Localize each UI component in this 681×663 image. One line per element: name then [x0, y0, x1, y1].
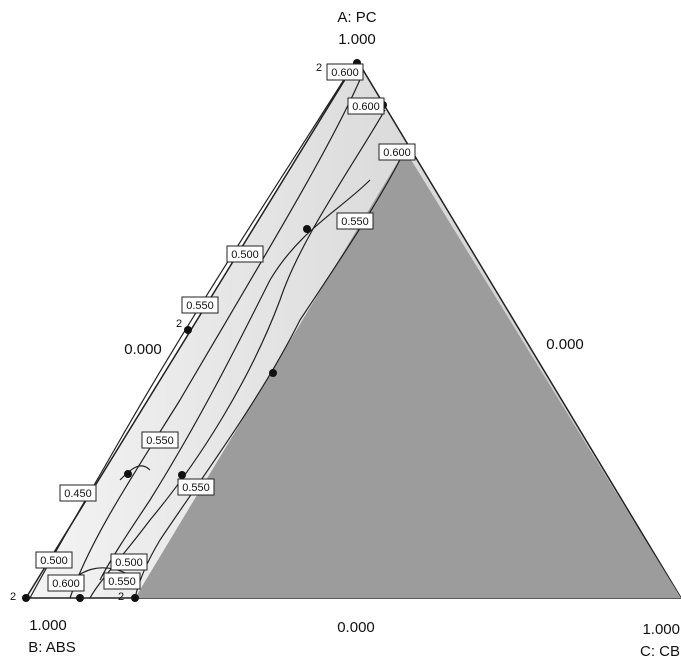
contour-label: 0.450	[64, 488, 92, 500]
contour-label: 0.600	[383, 147, 411, 159]
contour-label-box	[326, 63, 364, 81]
replicate-label: 2	[118, 591, 124, 603]
contour-label-box	[141, 431, 179, 449]
contour-label: 0.500	[40, 555, 68, 567]
contour-label: 0.550	[341, 216, 369, 228]
contour-labels: 0.600 0.600 0.600 0.550 0.500 0.550 0.550 0.550…	[35, 63, 416, 592]
contour-label-box	[177, 478, 215, 496]
contour-label-box	[47, 574, 85, 592]
contour-label-box	[110, 553, 148, 571]
contour-label: 0.600	[352, 101, 380, 113]
replicate-label: 2	[176, 318, 182, 330]
contour-label: 0.550	[108, 576, 136, 588]
contour-label: 0.550	[186, 300, 214, 312]
tick-label: 1.000	[29, 617, 67, 634]
contour-label-box	[226, 245, 264, 263]
contour-label-box	[59, 484, 97, 502]
contour-label: 0.500	[231, 249, 259, 261]
contour-label: 0.500	[115, 557, 143, 569]
vertex-label: C: CB	[640, 643, 680, 660]
tick-label: 1.000	[338, 31, 376, 48]
replicate-label: 2	[316, 62, 322, 74]
contour-label-box	[336, 212, 374, 230]
contour-label-box	[103, 572, 141, 590]
replicate-label: 2	[10, 591, 16, 603]
contour-label-box	[378, 143, 416, 161]
tick-label: 0.000	[546, 336, 584, 353]
tick-label: 1.000	[642, 621, 680, 638]
contour-label-box	[181, 296, 219, 314]
contour-label-box	[347, 97, 385, 115]
vertex-label: A: PC	[337, 9, 376, 26]
contour-label: 0.600	[331, 67, 359, 79]
high-region	[135, 150, 681, 598]
contour-label: 0.550	[146, 435, 174, 447]
contour-label: 0.600	[52, 578, 80, 590]
tick-label: 0.000	[337, 619, 375, 636]
tick-label: 0.000	[124, 341, 162, 358]
contour-label: 0.550	[182, 482, 210, 494]
vertex-label: B: ABS	[28, 639, 76, 656]
contour-label-box	[35, 551, 73, 569]
